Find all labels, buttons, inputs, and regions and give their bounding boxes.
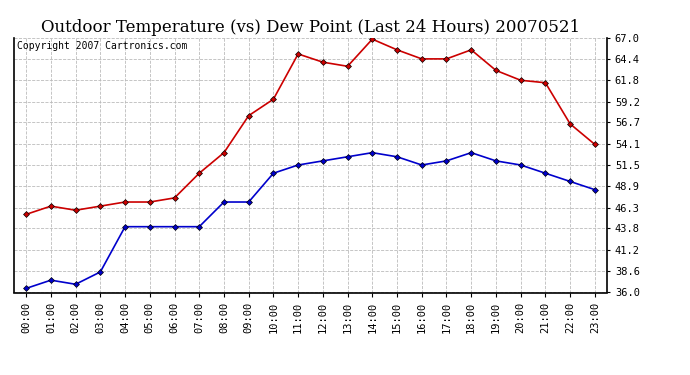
Text: Copyright 2007 Cartronics.com: Copyright 2007 Cartronics.com	[17, 41, 187, 51]
Title: Outdoor Temperature (vs) Dew Point (Last 24 Hours) 20070521: Outdoor Temperature (vs) Dew Point (Last…	[41, 19, 580, 36]
